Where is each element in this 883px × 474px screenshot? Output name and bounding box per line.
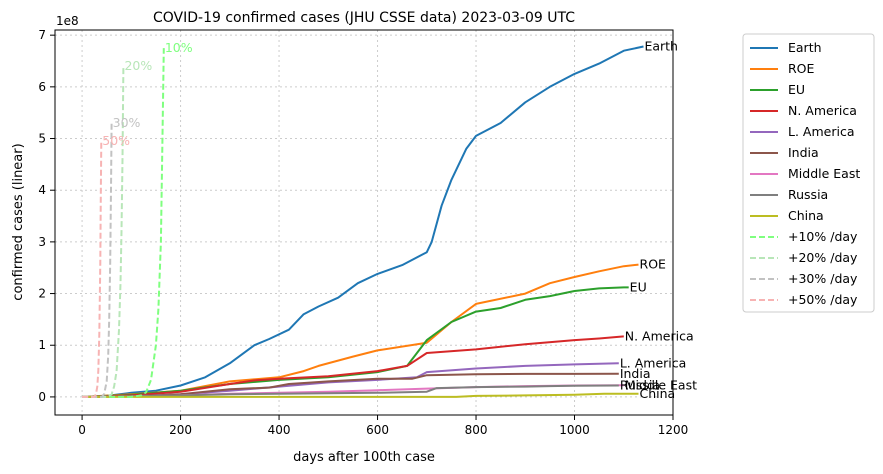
legend-label: +30% /day — [788, 271, 858, 286]
x-tick-label: 400 — [268, 423, 291, 437]
end-label-20-day: 20% — [124, 58, 152, 73]
series-line-30-day — [82, 122, 113, 398]
legend-label: ROE — [788, 61, 815, 76]
y-tick-label: 5 — [38, 132, 46, 146]
plot-frame — [54, 29, 674, 416]
x-tick-label: 200 — [169, 423, 192, 437]
series-line-earth — [82, 45, 644, 398]
legend-label: +20% /day — [788, 250, 858, 265]
y-tick-label: 6 — [38, 80, 46, 94]
y-tick-label: 4 — [38, 183, 46, 197]
legend-box — [742, 33, 875, 313]
end-label-russia: Russia — [620, 378, 660, 393]
series-line-20-day — [82, 66, 125, 398]
x-tick-label: 1200 — [658, 423, 689, 437]
end-label-roe: ROE — [640, 257, 667, 272]
series-line-china — [82, 392, 639, 398]
x-tick-label: 1000 — [559, 423, 590, 437]
end-labels: Earth ROE EU N. America L. AmericaIndiaMiddl… — [102, 39, 697, 401]
end-label-50-day: 50% — [102, 133, 130, 148]
x-ticks: 0 200 400 600 800 1000 1200 — [78, 415, 688, 437]
end-label-n-america: N. America — [625, 328, 694, 343]
end-label-10-day: 10% — [165, 40, 193, 55]
grid — [55, 30, 674, 415]
legend-label: N. America — [788, 103, 857, 118]
legend-label: L. America — [788, 124, 854, 139]
end-label-middle-east: Middle East — [625, 377, 697, 392]
legend-label: +10% /day — [788, 229, 858, 244]
y-axis-label: confirmed cases (linear) — [11, 143, 26, 300]
legend-label: China — [788, 208, 824, 223]
legend-label: Earth — [788, 40, 822, 55]
end-label-china: China — [640, 386, 676, 401]
end-label-l-america: L. America — [620, 355, 686, 370]
end-label-30-day: 30% — [113, 115, 141, 130]
end-label-india: India — [620, 366, 651, 381]
x-axis-label: days after 100th case — [293, 450, 435, 465]
end-label-earth: Earth — [644, 39, 678, 54]
x-tick-label: 0 — [78, 423, 86, 437]
legend-label: India — [788, 145, 819, 160]
series-line-russia — [82, 384, 619, 398]
x-tick-label: 800 — [465, 423, 488, 437]
chart-title: COVID-19 confirmed cases (JHU CSSE data)… — [153, 10, 575, 26]
legend-label: +50% /day — [788, 292, 858, 307]
y-tick-label: 7 — [38, 28, 46, 42]
series-line-india — [82, 372, 619, 398]
legend-label: EU — [788, 82, 805, 97]
x-tick-label: 600 — [366, 423, 389, 437]
y-tick-label: 3 — [38, 235, 46, 249]
series-line-n-america — [82, 335, 624, 398]
end-label-eu: EU — [630, 279, 647, 294]
y-ticks: 0 1 2 3 4 5 6 7 — [38, 28, 55, 404]
y-tick-label: 1 — [38, 338, 46, 352]
y-tick-label: 0 — [38, 390, 46, 404]
legend: Earth ROE EU N. America L. America India Middl… — [742, 33, 875, 313]
series-layer — [82, 45, 644, 398]
legend-label: Russia — [788, 187, 828, 202]
legend-label: Middle East — [788, 166, 860, 181]
y-tick-label: 2 — [38, 287, 46, 301]
y-multiplier-label: 1e8 — [56, 14, 79, 28]
series-line-10-day — [82, 48, 165, 398]
series-line-50-day — [82, 141, 103, 398]
series-line-roe — [82, 263, 639, 398]
